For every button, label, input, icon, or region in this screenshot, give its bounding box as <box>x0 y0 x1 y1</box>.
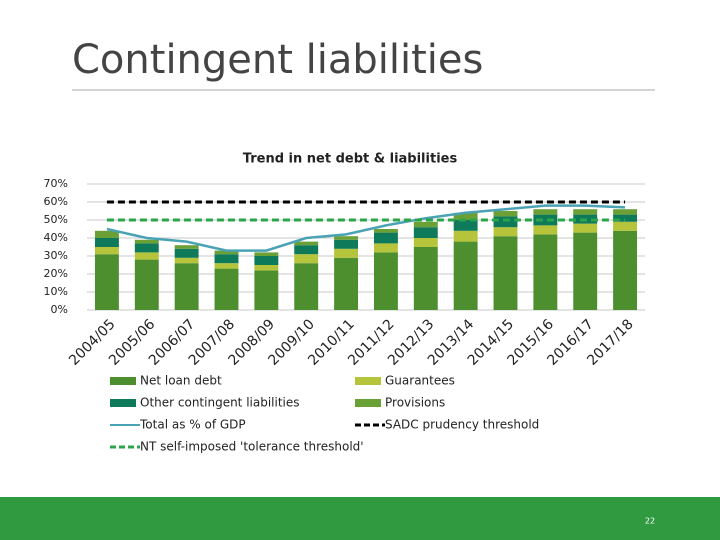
bar-segment <box>254 252 279 256</box>
bar-segment <box>453 241 478 310</box>
y-tick-label: 50% <box>44 213 68 226</box>
y-tick-label: 10% <box>44 285 68 298</box>
bar-segment <box>334 257 359 310</box>
bar-segment <box>453 230 478 242</box>
bar-segment <box>294 241 319 246</box>
y-tick-label: 20% <box>44 267 68 280</box>
bar-segment <box>134 259 159 310</box>
bar-segment <box>254 265 279 271</box>
page-number: 22 <box>645 517 655 526</box>
legend-swatch <box>355 399 381 407</box>
legend-label: NT self-imposed 'tolerance threshold' <box>140 440 364 454</box>
bar-segment <box>214 250 239 255</box>
bar-segment <box>174 263 199 310</box>
y-tick-label: 70% <box>44 177 68 190</box>
legend-label: Net loan debt <box>140 374 222 388</box>
bar-segment <box>94 247 119 255</box>
bar-segment <box>94 238 119 247</box>
y-tick-label: 30% <box>44 249 68 262</box>
bar-segment <box>533 234 558 310</box>
legend-label: Guarantees <box>385 374 455 388</box>
bar-segment <box>134 252 159 260</box>
bar-segment <box>174 245 199 249</box>
legend-label: Other contingent liabilities <box>140 396 300 410</box>
bar-segment <box>334 239 359 249</box>
bar-segment <box>334 236 359 240</box>
bar-segment <box>533 209 558 215</box>
bar-segment <box>573 232 598 310</box>
footer-bar <box>0 497 720 540</box>
bar-segment <box>294 263 319 310</box>
bar-segment <box>373 229 398 233</box>
y-tick-label: 40% <box>44 231 68 244</box>
bar-segment <box>373 243 398 253</box>
bar-segment <box>373 252 398 310</box>
bar-segment <box>214 263 239 269</box>
bar-segment <box>94 254 119 310</box>
bar-segment <box>493 216 518 228</box>
y-tick-label: 0% <box>51 303 68 316</box>
legend-swatch <box>110 377 136 385</box>
bar-segment <box>453 220 478 231</box>
bar-segment <box>254 270 279 310</box>
bar-segment <box>493 211 518 217</box>
bar-segment <box>134 239 159 244</box>
bar-segment <box>373 232 398 244</box>
bar-segment <box>413 247 438 310</box>
bar-segment <box>334 248 359 258</box>
bar-segment <box>613 230 638 310</box>
bar-segment <box>533 225 558 235</box>
legend-label: Total as % of GDP <box>139 418 246 432</box>
bar-segment <box>613 221 638 231</box>
legend-label: SADC prudency threshold <box>385 418 539 432</box>
legend-swatch <box>355 377 381 385</box>
legend-swatch <box>110 399 136 407</box>
bar-segment <box>294 245 319 255</box>
bar-segment <box>134 243 159 253</box>
y-tick-label: 60% <box>44 195 68 208</box>
bar-segment <box>214 268 239 310</box>
bar-segment <box>294 254 319 264</box>
bar-segment <box>573 209 598 215</box>
bar-segment <box>413 238 438 247</box>
bar-segment <box>413 227 438 238</box>
bar-segment <box>214 254 239 264</box>
bar-segment <box>493 236 518 310</box>
bar-segment <box>533 214 558 226</box>
bar-segment <box>613 209 638 215</box>
bar-segment <box>493 227 518 237</box>
bar-segment <box>94 230 119 238</box>
line-series <box>106 204 626 252</box>
bar-segment <box>254 256 279 265</box>
bar-segment <box>174 248 199 258</box>
chart-title: Trend in net debt & liabilities <box>243 152 458 167</box>
bar-segment <box>174 257 199 264</box>
slide-title: Contingent liabilities <box>72 37 483 83</box>
bar-segment <box>613 214 638 222</box>
bar-segment <box>413 221 438 228</box>
bar-segment <box>453 212 478 220</box>
legend-label: Provisions <box>385 396 445 410</box>
bar-segment <box>573 223 598 233</box>
